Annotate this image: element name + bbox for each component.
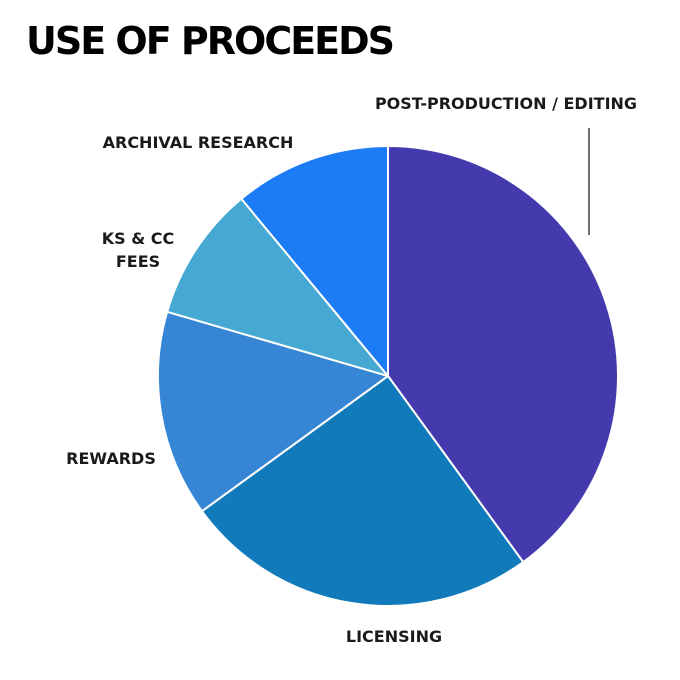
slice-label-rewards: REWARDS [66,449,156,468]
slice-label-archival-research: ARCHIVAL RESEARCH [103,133,294,152]
slice-label-post-production-editing: POST-PRODUCTION / EDITING [375,94,637,113]
pie-slice-rewards [157,310,389,513]
pie-slice-licensing [200,375,525,607]
slice-label-licensing: LICENSING [346,627,442,646]
chart-title: USE OF PROCEEDS [26,19,395,63]
pie-slice-archival-research [240,145,389,377]
slice-label-ks-and-cc-fees: KS & CC FEES [102,229,175,271]
pie-slice-ks-and-cc-fees [166,197,389,377]
pie-slice-post-production-editing [387,145,619,564]
